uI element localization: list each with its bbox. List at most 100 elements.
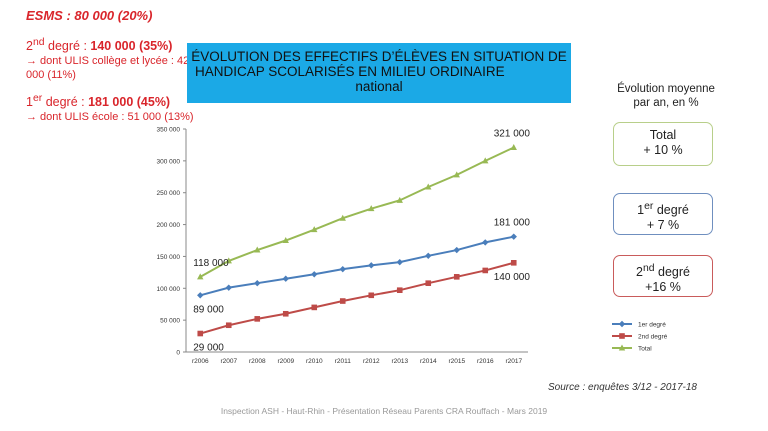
total-evolution-box: Total + 10 % <box>613 122 713 166</box>
data-point-s1 <box>425 280 432 286</box>
x-tick-label: r2015 <box>448 358 465 365</box>
first-degree-prefix: 1 <box>26 95 33 110</box>
data-point-s1 <box>339 298 346 304</box>
first-degree-value: 181 000 (45%) <box>88 95 171 110</box>
y-tick-label: 50 000 <box>160 318 180 325</box>
second-degree-value: 140 000 (35%) <box>90 39 173 54</box>
data-point-s2 <box>339 214 346 221</box>
x-tick-label: r2016 <box>477 358 494 365</box>
first-degree-mid: degré : <box>42 95 89 110</box>
legend-label-2: Total <box>638 346 652 353</box>
data-point-s2 <box>282 237 289 243</box>
data-point-s2 <box>425 183 432 190</box>
x-tick-label: r2011 <box>335 358 352 365</box>
data-point-s1 <box>368 292 375 299</box>
total-evolution-value: + 10 % <box>643 143 683 157</box>
data-point-s0 <box>197 292 204 299</box>
total-evolution-label: Total <box>649 128 677 142</box>
legend-label-0: 1er degré <box>638 322 666 329</box>
legend-marker-2 <box>618 344 626 351</box>
data-point-s1 <box>254 316 261 322</box>
data-label: 181 000 <box>494 218 531 229</box>
second-degree-ulis: → dont ULIS collège et lycée : 42 000 (1… <box>26 55 190 82</box>
first-evo-suffix: degré <box>653 203 689 218</box>
first-evo-prefix: 1 <box>637 203 645 218</box>
data-point-s2 <box>482 157 489 164</box>
data-point-s0 <box>282 275 289 282</box>
x-tick-label: r2014 <box>420 358 437 365</box>
y-tick-label: 100 000 <box>157 286 181 293</box>
data-point-s1 <box>510 260 517 266</box>
data-point-s0 <box>311 271 318 278</box>
second-degree-prefix: 2 <box>26 39 33 54</box>
data-point-s1 <box>396 287 403 293</box>
first-degree-evolution-box: 1er degré + 7 % <box>613 193 713 235</box>
second-degree-mid: degré : <box>44 39 91 54</box>
data-point-s2 <box>311 226 318 233</box>
x-tick-label: r2012 <box>363 358 380 365</box>
second-degree-block: 2nd degré : 140 000 (35%) → dont ULIS co… <box>26 35 196 82</box>
second-evo-sup: nd <box>642 263 655 274</box>
chart-title-line3: national <box>355 79 403 94</box>
second-degree-line: 2nd degré : 140 000 (35%) <box>26 35 196 54</box>
source-note: Source : enquêtes 3/12 - 2017-18 <box>548 382 697 393</box>
y-tick-label: 350 000 <box>157 127 181 134</box>
data-point-s1 <box>197 330 204 337</box>
data-point-s1 <box>225 322 232 329</box>
series-line-2 <box>199 146 515 278</box>
series-line-1 <box>199 261 515 335</box>
data-label: 321 000 <box>494 128 531 139</box>
first-degree-line: 1er degré : 181 000 (45%) <box>26 91 196 110</box>
evolution-title: Évolution moyenne par an, en % <box>617 83 715 109</box>
data-point-s2 <box>368 205 375 212</box>
footer-text: Inspection ASH - Haut-Rhin - Présentatio… <box>220 406 548 416</box>
first-degree-block: 1er degré : 181 000 (45%) → dont ULIS éc… <box>26 91 196 124</box>
second-evo-prefix: 2 <box>636 265 643 280</box>
data-point-s0 <box>254 279 261 287</box>
y-tick-label: 200 000 <box>157 222 181 229</box>
data-point-s2 <box>396 196 403 203</box>
esms-summary: ESMS : 80 000 (20%) <box>26 8 153 23</box>
first-evo-sup: er <box>644 201 654 212</box>
data-point-s0 <box>396 258 403 266</box>
y-tick-label: 150 000 <box>157 254 181 261</box>
second-degree-sup: nd <box>32 37 45 48</box>
data-label: 29 000 <box>193 343 224 354</box>
data-label: 118 000 <box>193 258 229 269</box>
y-tick-label: 300 000 <box>157 158 181 165</box>
x-tick-label: r2008 <box>249 358 266 365</box>
data-point-s1 <box>482 267 489 274</box>
first-degree-ulis: → dont ULIS école : 51 000 (13%) <box>26 111 194 124</box>
legend-label-1: 2nd degré <box>638 334 668 341</box>
y-tick-label: 0 <box>176 350 180 357</box>
data-point-s1 <box>311 304 318 311</box>
data-point-s1 <box>282 310 289 317</box>
data-point-s2 <box>453 171 460 178</box>
chart-title-box: ÉVOLUTION DES EFFECTIFS D’ÉLÈVES EN SITU… <box>187 43 571 103</box>
first-degree-evolution-label: 1er degré <box>614 199 712 218</box>
data-label: 89 000 <box>193 304 224 315</box>
summary-notes: ESMS : 80 000 (20%) 2nd degré : 140 000 … <box>26 8 196 124</box>
first-degree-evolution-value: + 7 % <box>646 218 680 233</box>
data-label: 140 000 <box>494 272 531 283</box>
second-degree-evolution-label: 2nd degré <box>614 261 712 280</box>
x-tick-label: r2010 <box>306 358 323 365</box>
data-point-s0 <box>510 233 517 240</box>
legend-marker-0 <box>618 320 626 328</box>
data-point-s0 <box>368 262 375 269</box>
data-point-s1 <box>453 274 460 280</box>
chart-title-line2: HANDICAP SCOLARISÉS EN MILIEU ORDINAIRE <box>195 64 505 79</box>
data-point-s0 <box>225 284 232 291</box>
legend-marker-1 <box>619 333 625 339</box>
x-tick-label: r2013 <box>391 358 408 365</box>
data-point-s0 <box>453 246 460 254</box>
x-tick-label: r2006 <box>192 358 209 365</box>
second-evo-suffix: degré <box>654 265 690 280</box>
chart-title-line1: ÉVOLUTION DES EFFECTIFS D’ÉLÈVES EN SITU… <box>191 49 567 64</box>
data-point-s0 <box>339 265 346 273</box>
x-tick-label: r2007 <box>220 358 237 365</box>
data-point-s2 <box>197 273 204 280</box>
second-degree-evolution-box: 2nd degré +16 % <box>613 255 713 297</box>
first-degree-sup: er <box>32 93 43 105</box>
